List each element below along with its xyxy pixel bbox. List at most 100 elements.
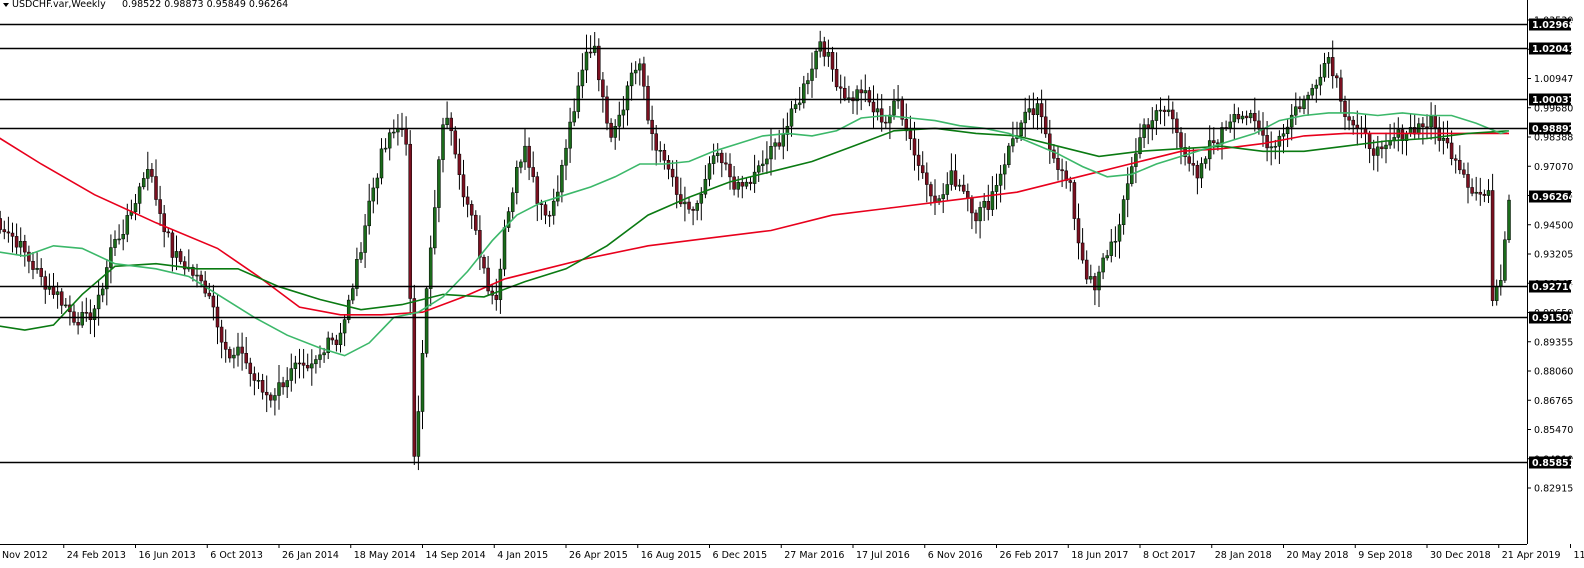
candle-body-up <box>420 353 425 412</box>
candle <box>584 34 589 83</box>
candle <box>326 331 330 360</box>
candle-body-down <box>166 231 171 234</box>
candle-body-up <box>1228 121 1232 129</box>
candle-body-up <box>236 346 240 356</box>
candle <box>789 100 794 137</box>
candle <box>1056 146 1060 181</box>
candle <box>777 129 781 150</box>
candle <box>527 137 531 181</box>
candle <box>482 254 486 274</box>
candle <box>1486 179 1491 204</box>
candle <box>633 61 638 85</box>
candle-body-up <box>1035 103 1040 115</box>
candle-body-down <box>539 203 544 205</box>
candle-body-down <box>252 373 257 381</box>
candle-body-up <box>633 69 638 74</box>
candle-body-up <box>564 147 568 166</box>
candle-body-up <box>195 274 199 277</box>
candle <box>252 366 257 396</box>
candle <box>609 118 613 143</box>
candle-body-up <box>428 247 433 289</box>
candle <box>293 355 298 384</box>
candle <box>1285 119 1290 148</box>
time-tick-label: 26 Feb 2017 <box>1000 550 1059 561</box>
candle-body-down <box>687 201 691 210</box>
candle <box>1039 89 1044 134</box>
candle <box>564 139 568 181</box>
candle-body-down <box>838 86 843 89</box>
candle-body-down <box>0 218 2 230</box>
candle-body-up <box>174 251 179 258</box>
candle <box>416 395 421 471</box>
candle <box>629 62 634 101</box>
candle <box>765 141 769 174</box>
candle-body-down <box>1478 191 1483 195</box>
candle-body-down <box>929 184 933 197</box>
candle-body-down <box>916 154 921 166</box>
candle-body-down <box>1212 140 1216 144</box>
candle-body-up <box>1142 124 1146 138</box>
level-price-labels: 1.02968 1.02041 1.00037 0.98892 0.92716 0.915… <box>1529 18 1576 469</box>
candle <box>810 52 814 98</box>
time-tick-label: 24 Feb 2013 <box>67 550 126 561</box>
candle <box>154 159 158 206</box>
candle-body-up <box>978 207 982 222</box>
candle <box>441 117 445 173</box>
candle <box>519 159 523 174</box>
candle-body-up <box>1248 113 1253 119</box>
candle-body-up <box>793 104 798 110</box>
dropdown-arrow-icon[interactable] <box>3 3 9 7</box>
candle-body-down <box>933 195 937 203</box>
candle-body-down <box>1048 133 1052 151</box>
candle <box>818 30 822 58</box>
candle-body-down <box>601 79 605 98</box>
price-tick-label: 0.93205 <box>1534 250 1573 261</box>
candle-body-down <box>986 200 991 210</box>
candle-body-up <box>551 200 556 216</box>
candle-body-down <box>84 312 89 314</box>
candle-body-up <box>752 171 757 184</box>
candle <box>1380 140 1384 159</box>
candle <box>428 235 433 307</box>
candle <box>1458 145 1462 175</box>
candle <box>240 332 244 371</box>
candle-body-down <box>1056 158 1060 170</box>
candle-body-down <box>777 142 781 147</box>
candle <box>281 376 285 395</box>
candle <box>445 101 449 129</box>
candle <box>2 220 7 240</box>
candle-body-down <box>1470 187 1474 194</box>
candle <box>35 252 39 274</box>
candle <box>707 156 712 187</box>
candle-body-down <box>662 150 667 161</box>
candle <box>494 278 499 311</box>
candle-body-down <box>1400 129 1405 142</box>
price-tick-label: 0.89355 <box>1534 337 1573 348</box>
candlestick-series <box>0 30 1511 471</box>
horizontal-levels[interactable] <box>0 23 1527 464</box>
time-tick-label: 16 Aug 2015 <box>641 550 702 561</box>
current-price-box <box>1529 190 1571 203</box>
candle <box>412 284 417 466</box>
candle <box>531 151 535 183</box>
candle <box>437 156 441 223</box>
candle-body-up <box>744 181 749 187</box>
candle <box>1031 92 1036 129</box>
candle <box>572 98 576 127</box>
candle <box>674 159 679 209</box>
candle-body-down <box>597 45 601 81</box>
candle <box>916 138 921 181</box>
candle <box>834 52 839 91</box>
level-label-box <box>1529 280 1571 293</box>
candle-body-up <box>1314 84 1319 89</box>
candle-body-down <box>531 167 535 177</box>
candle <box>383 138 388 153</box>
candle-body-up <box>1240 115 1245 120</box>
candle-body-down <box>301 362 306 366</box>
candle-body-down <box>748 181 753 184</box>
candle-body-up <box>826 51 831 57</box>
candle-body-up <box>1289 114 1294 128</box>
candle-body-up <box>346 299 351 320</box>
time-tick-label: 30 Dec 2018 <box>1430 550 1491 561</box>
